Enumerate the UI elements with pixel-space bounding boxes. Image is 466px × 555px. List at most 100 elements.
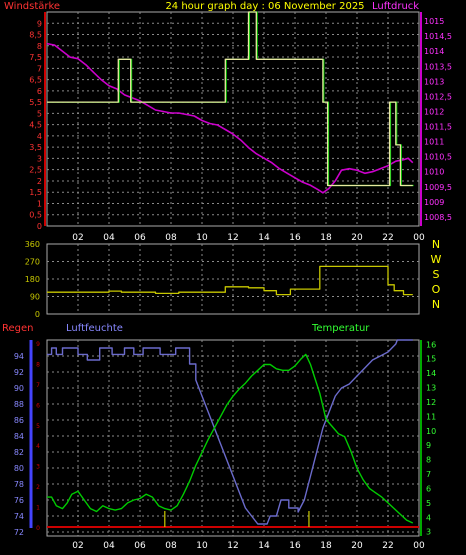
pressure-tick-label: 1012 [424, 107, 444, 116]
wind-tick-label: 0,5 [29, 211, 42, 220]
temperature-tick-label: 6 [426, 484, 431, 493]
rain-tick-label: 6 [36, 402, 40, 409]
direction-tick-label: 90 [30, 293, 40, 302]
wind-tick-label: 6 [37, 87, 42, 96]
temperature-tick-label: 16 [426, 340, 436, 349]
direction-tick-label: 180 [25, 275, 40, 284]
rain-tick-label: 8 [36, 361, 40, 368]
humidity-tick-label: 76 [14, 496, 24, 505]
x-tick-label: 12 [227, 541, 238, 551]
x-tick-label: 02 [72, 541, 83, 551]
pressure-tick-label: 1014,5 [424, 32, 452, 41]
humidity-tick-label: 74 [14, 512, 24, 521]
x-tick-label: 08 [165, 541, 177, 551]
wind-tick-label: 5 [37, 109, 42, 118]
pressure-tick-label: 1011,5 [424, 123, 452, 132]
compass-label: S [433, 268, 440, 281]
humidity-tick-label: 80 [14, 464, 24, 473]
x-tick-label: 16 [289, 541, 301, 551]
compass-label: W [431, 253, 442, 266]
temperature-tick-label: 7 [426, 470, 431, 479]
humidity-tick-label: 88 [14, 400, 24, 409]
compass-label: N [432, 238, 440, 251]
temperature-tick-label: 8 [426, 456, 431, 465]
x-tick-label: 18 [320, 541, 332, 551]
humidity-tick-label: 82 [14, 448, 24, 457]
pressure-tick-label: 1013 [424, 77, 444, 86]
pressure-line [46, 42, 414, 194]
wind-tick-label: 3,5 [29, 143, 42, 152]
humidity-header-label: Luftfeuchte [66, 323, 123, 334]
pressure-tick-label: 1011 [424, 138, 444, 147]
rain-tick-label: 0 [36, 525, 40, 532]
wind-tick-label: 4 [37, 132, 42, 141]
temperature-line [47, 353, 414, 524]
compass-label: N [432, 298, 440, 311]
x-tick-label: 12 [227, 233, 238, 243]
x-tick-label: 08 [165, 233, 177, 243]
wind-header-label: Windstärke [4, 1, 60, 12]
humidity-tick-label: 84 [14, 432, 24, 441]
compass-label: O [432, 283, 441, 296]
x-tick-label: 02 [72, 233, 83, 243]
rain-tick-label: 9 [36, 341, 40, 348]
wind-tick-label: 9 [37, 19, 42, 28]
rain-tick-label: 3 [36, 464, 40, 471]
humidity-tick-label: 86 [14, 416, 24, 425]
pressure-tick-label: 1015 [424, 17, 444, 26]
temperature-tick-label: 15 [426, 355, 436, 364]
wind-tick-label: 6,5 [29, 76, 42, 85]
x-tick-label: 10 [196, 233, 208, 243]
series-layer [46, 11, 419, 528]
wind-tick-label: 7 [37, 64, 42, 73]
x-tick-label: 14 [258, 541, 270, 551]
rain-tick-label: 7 [36, 382, 40, 389]
direction-tick-label: 360 [25, 240, 40, 249]
rain-tick-label: 2 [36, 484, 40, 491]
rain-header-label: Regen [2, 323, 34, 334]
wind-tick-label: 8,5 [29, 31, 42, 40]
rain-tick-label: 1 [36, 505, 40, 512]
direction-tick-label: 0 [35, 310, 40, 319]
x-tick-label: 20 [351, 233, 363, 243]
x-tick-label: 16 [289, 233, 301, 243]
humidity-tick-label: 92 [14, 368, 24, 377]
wind-tick-label: 8 [37, 42, 42, 51]
direction-tick-label: 270 [25, 258, 40, 267]
x-tick-label: 06 [134, 541, 146, 551]
temperature-tick-label: 12 [426, 398, 436, 407]
pressure-tick-label: 1010,5 [424, 153, 452, 162]
humidity-tick-label: 72 [14, 528, 24, 537]
temperature-tick-label: 3 [426, 528, 431, 537]
temperature-tick-label: 4 [426, 513, 431, 522]
wind-tick-label: 1 [37, 199, 42, 208]
wind-tick-label: 3 [37, 154, 42, 163]
pressure-tick-label: 1009,5 [424, 183, 452, 192]
chart-title: 24 hour graph day : 06 November 2025 [165, 1, 364, 12]
x-tick-label: 04 [103, 233, 115, 243]
pressure-header-label: Luftdruck [372, 1, 419, 12]
x-tick-label: 06 [134, 233, 146, 243]
humidity-tick-label: 94 [14, 352, 24, 361]
temperature-header-label: Temperatur [311, 323, 370, 334]
wind-tick-label: 4,5 [29, 121, 42, 130]
humidity-tick-label: 90 [14, 384, 24, 393]
x-tick-label: 10 [196, 541, 208, 551]
pressure-tick-label: 1012,5 [424, 92, 452, 101]
x-tick-label: 18 [320, 233, 332, 243]
humidity-tick-label: 78 [14, 480, 24, 489]
pressure-tick-label: 1013,5 [424, 62, 452, 71]
rain-tick-label: 5 [36, 423, 40, 430]
wind-line [47, 11, 413, 187]
wind-tick-label: 2 [37, 177, 42, 186]
temperature-tick-label: 13 [426, 384, 436, 393]
wind-tick-label: 5,5 [29, 98, 42, 107]
x-tick-label: 20 [351, 541, 363, 551]
x-tick-label: 14 [258, 233, 270, 243]
axis-layer: 00,511,522,533,544,555,566,577,588,59100… [14, 12, 452, 551]
temperature-tick-label: 5 [426, 499, 431, 508]
temperature-tick-label: 9 [426, 441, 431, 450]
wind-direction-line [47, 265, 413, 296]
wind-tick-label: 0 [37, 222, 42, 231]
